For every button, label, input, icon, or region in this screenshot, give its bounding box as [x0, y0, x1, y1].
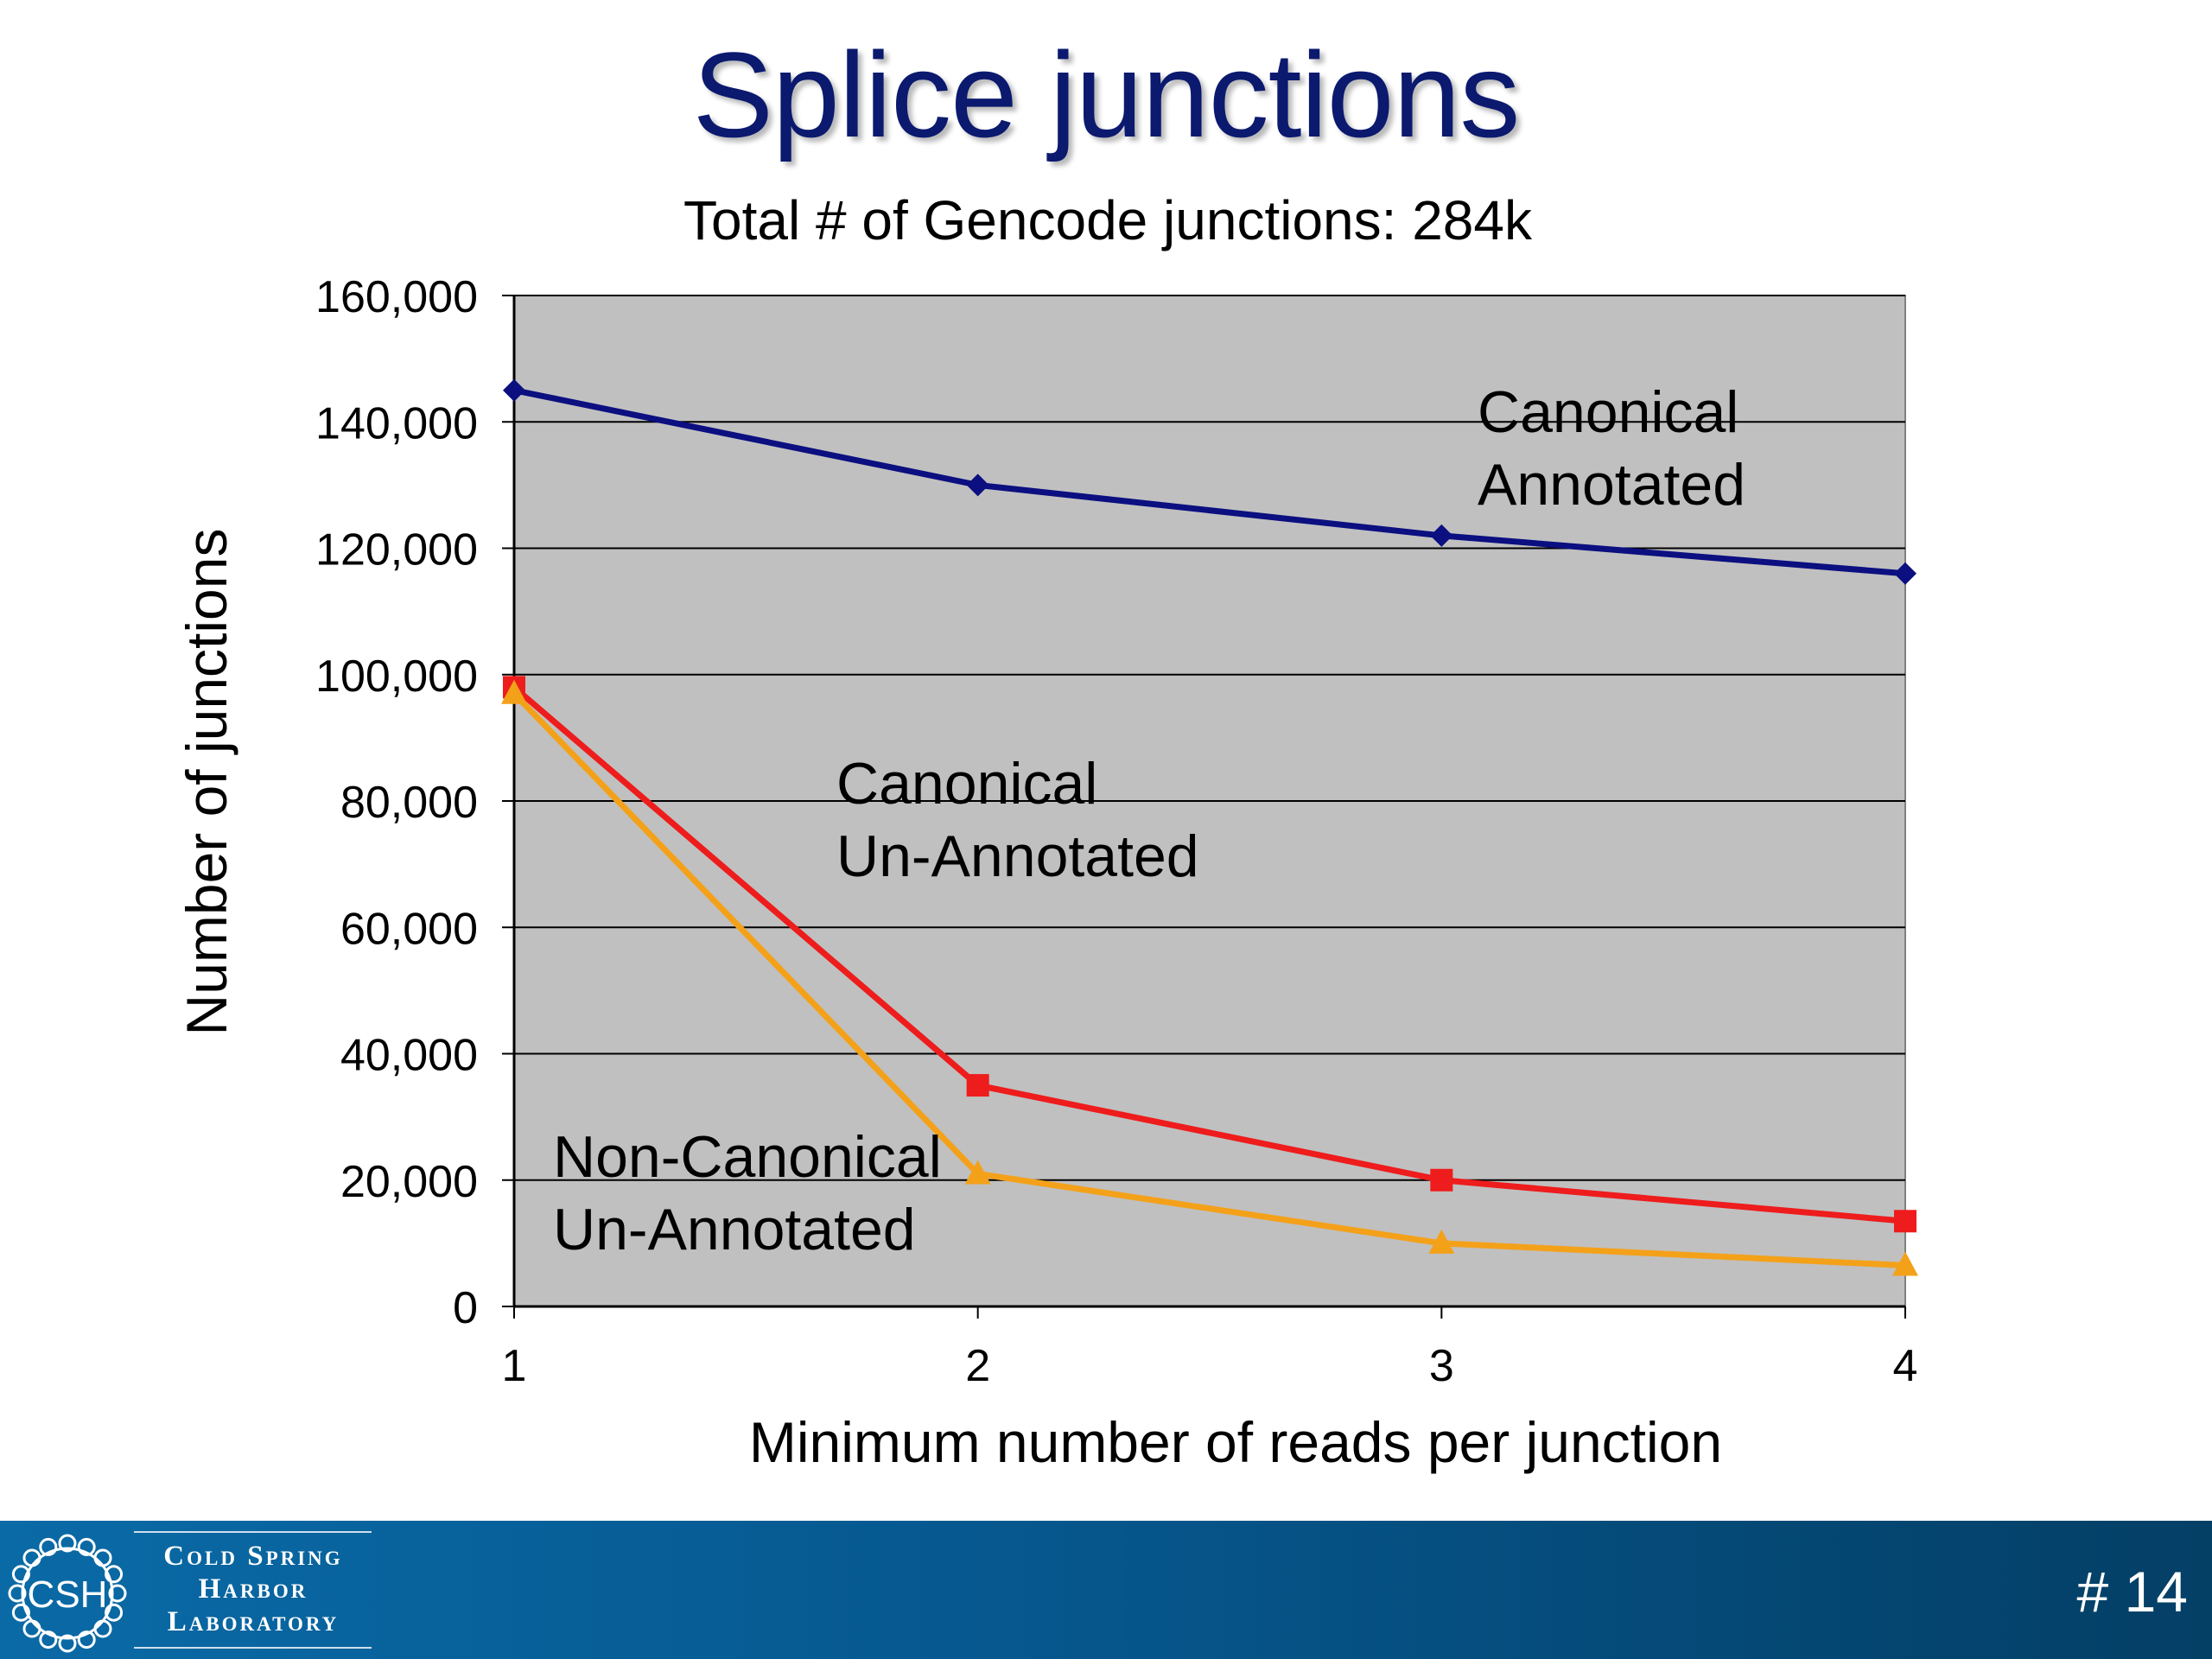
data-point: [966, 474, 989, 497]
data-point: [966, 1074, 989, 1097]
logo-bead: [11, 1565, 30, 1584]
logo-bead: [39, 1630, 58, 1649]
logo-bead: [8, 1584, 27, 1603]
slide-title: Splice junctions: [692, 27, 1521, 162]
series-labels: CanonicalAnnotatedCanonicalUn-AnnotatedN…: [553, 379, 1745, 1262]
logo-line-2: Harbor: [198, 1573, 308, 1605]
y-tick-labels: 0 20,000 40,000 60,000 80,000 100,000 120,000 1…: [315, 272, 478, 1333]
logo-divider: [134, 1531, 372, 1533]
x-tick-label: 3: [1429, 1341, 1454, 1391]
logo-bead: [39, 1537, 58, 1556]
x-axis-label: Minimum number of reads per junction: [749, 1410, 1722, 1474]
series-label: Un-Annotated: [836, 823, 1199, 889]
series-line: [513, 387, 1906, 577]
series-label: Non-Canonical: [553, 1124, 942, 1190]
x-tick-labels: 1 2 3 4: [502, 1341, 1918, 1391]
y-tick-label: 120,000: [315, 525, 478, 575]
logo-mark-text: CSH: [28, 1573, 108, 1616]
data-point: [1892, 1251, 1918, 1276]
footer-bar: CSH Cold Spring Harbor Laboratory # 14: [0, 1521, 2212, 1659]
y-tick-label: 160,000: [315, 272, 478, 322]
y-tick-label: 140,000: [315, 398, 478, 448]
series-lines: [501, 378, 1918, 1276]
data-point: [1894, 562, 1916, 585]
chart: Total # of Gencode junctions: 284k 0 20,0…: [175, 189, 1918, 1474]
logo-bead: [22, 1548, 41, 1567]
logo-bead: [58, 1634, 77, 1653]
logo-divider: [134, 1647, 372, 1649]
logo-line-3: Laboratory: [167, 1606, 340, 1637]
gridlines: [502, 295, 1905, 1307]
series-line: [512, 691, 1906, 1268]
data-point: [1430, 1168, 1453, 1192]
x-tick-label: 2: [965, 1341, 990, 1391]
x-tick-label: 1: [502, 1341, 527, 1391]
y-tick-label: 100,000: [315, 652, 478, 702]
logo-bead: [93, 1548, 112, 1567]
logo-bead: [93, 1619, 112, 1638]
data-point: [501, 679, 527, 704]
page-number: # 14: [2076, 1560, 2188, 1624]
logo-bead: [105, 1603, 124, 1622]
data-point: [1430, 524, 1453, 547]
data-point: [1428, 1229, 1455, 1254]
data-point: [503, 378, 525, 402]
chart-title: Total # of Gencode junctions: 284k: [683, 189, 1533, 251]
data-point: [1894, 1210, 1916, 1233]
logo-bead: [11, 1603, 30, 1622]
logo-bead: [22, 1619, 41, 1638]
series-label: Canonical: [836, 751, 1097, 817]
csh-logo-icon: CSH: [8, 1534, 127, 1653]
x-tick-label: 4: [1893, 1341, 1918, 1391]
y-axis-label: Number of junctions: [175, 529, 238, 1036]
logo-bead: [58, 1534, 77, 1553]
axes: [512, 296, 1906, 1319]
logo-bead: [77, 1630, 96, 1649]
y-tick-label: 20,000: [340, 1157, 478, 1207]
logo-wordmark: Cold Spring Harbor Laboratory: [137, 1540, 370, 1638]
series-label: Un-Annotated: [553, 1197, 916, 1262]
series-label: Canonical: [1478, 379, 1738, 445]
logo-line-1: Cold Spring: [163, 1541, 343, 1572]
series-label: Annotated: [1478, 452, 1745, 518]
logo-bead: [77, 1537, 96, 1556]
series-line: [512, 684, 1906, 1224]
logo-bead: [108, 1584, 127, 1603]
y-tick-label: 60,000: [340, 904, 478, 954]
y-tick-label: 0: [453, 1283, 478, 1333]
y-tick-label: 40,000: [340, 1031, 478, 1081]
data-point: [964, 1160, 991, 1185]
logo-bead: [105, 1565, 124, 1584]
y-tick-label: 80,000: [340, 778, 478, 828]
